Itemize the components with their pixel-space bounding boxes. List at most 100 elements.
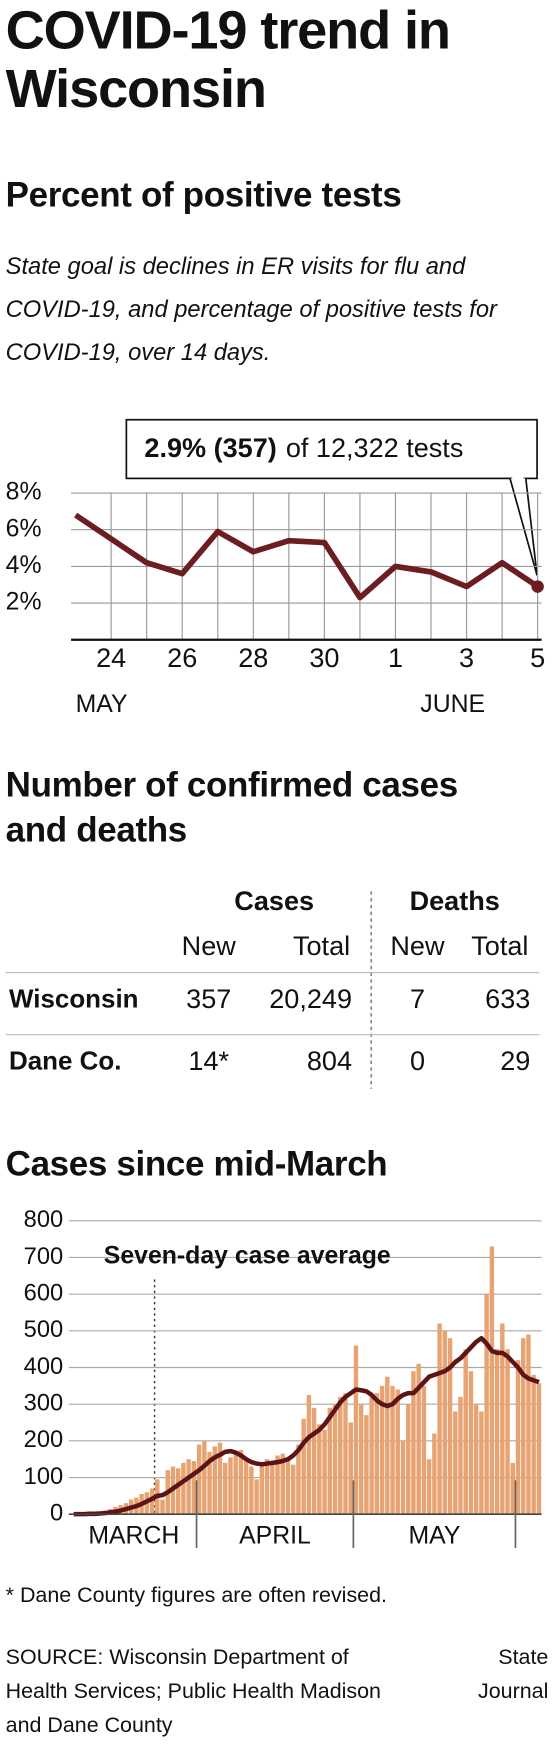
source: SOURCE: Wisconsin Department of Health S… — [5, 1646, 381, 1738]
bar — [385, 1376, 390, 1515]
month-label: APRIL — [239, 1522, 311, 1549]
bar — [432, 1433, 437, 1515]
cell: 20,249 — [269, 983, 352, 1014]
bar — [186, 1459, 191, 1515]
bar — [249, 1466, 254, 1515]
month-label: MARCH — [88, 1522, 179, 1549]
line — [74, 512, 540, 601]
bar — [364, 1415, 369, 1515]
bar — [332, 1404, 338, 1515]
bar — [411, 1371, 416, 1515]
bar — [405, 1404, 411, 1515]
x-tick-label: 5 — [530, 642, 545, 673]
cell: 29 — [500, 1045, 530, 1076]
bar — [521, 1338, 526, 1515]
bar — [311, 1407, 317, 1515]
bar — [233, 1453, 238, 1515]
x-tick-label: 30 — [309, 642, 339, 673]
y-tick-label: 400 — [24, 1354, 64, 1380]
annotation-text: of 12,322 tests — [286, 432, 464, 463]
bar — [505, 1349, 510, 1515]
bar — [259, 1464, 265, 1515]
bar — [426, 1459, 432, 1515]
bar — [338, 1396, 343, 1515]
column-header: Total — [293, 930, 350, 961]
column-header: New — [390, 930, 445, 961]
y-tick-label: 200 — [24, 1427, 64, 1453]
credit: State Journal — [478, 1646, 549, 1704]
bar — [238, 1450, 244, 1515]
bar — [510, 1462, 515, 1515]
bar — [473, 1404, 479, 1515]
bar — [243, 1459, 249, 1515]
bar — [494, 1349, 500, 1515]
y-tick-label: 2% — [6, 589, 42, 616]
x-tick-label: 28 — [238, 642, 268, 673]
bar — [400, 1440, 406, 1515]
bar — [390, 1385, 395, 1515]
row-label: Wisconsin — [9, 986, 138, 1014]
series-label: Seven-day case average — [104, 1242, 391, 1269]
bar — [447, 1338, 453, 1515]
bar — [317, 1424, 322, 1515]
bar — [353, 1345, 359, 1515]
y-tick-label: 6% — [6, 515, 42, 542]
annotation-bold: 2.9% (357) — [144, 432, 276, 463]
x-tick-label: 3 — [459, 642, 474, 673]
bar — [379, 1385, 385, 1515]
bar — [264, 1459, 270, 1515]
bar — [458, 1396, 463, 1515]
group-header: Cases — [234, 885, 314, 916]
y-tick-label: 600 — [24, 1280, 64, 1306]
y-tick-label: 100 — [24, 1464, 64, 1490]
bar — [202, 1440, 207, 1515]
bar — [536, 1383, 542, 1515]
bar — [301, 1418, 306, 1515]
cell: 804 — [307, 1045, 352, 1076]
bar — [228, 1457, 233, 1515]
bar — [191, 1461, 197, 1515]
month-label: MAY — [408, 1522, 460, 1549]
bar — [484, 1294, 489, 1515]
bar — [270, 1462, 275, 1515]
bar — [149, 1488, 155, 1515]
bar — [306, 1395, 312, 1515]
cell: 633 — [485, 983, 530, 1014]
bar — [296, 1444, 301, 1515]
subtitle: State goal is declines in ER visits for … — [5, 253, 497, 366]
column-header: Total — [471, 930, 528, 961]
y-tick-label: 0 — [50, 1500, 63, 1526]
bar — [468, 1371, 474, 1515]
bar — [421, 1385, 427, 1515]
x-tick-label: 1 — [388, 642, 403, 673]
bar — [207, 1451, 212, 1515]
bar — [500, 1323, 505, 1515]
chart-title: Percent of positive tests — [5, 174, 402, 215]
bar — [343, 1393, 348, 1515]
table-title: Number of confirmed cases and deaths — [5, 764, 459, 850]
bar — [223, 1462, 228, 1515]
bar — [437, 1323, 442, 1515]
bar — [348, 1422, 353, 1515]
bar — [442, 1330, 448, 1515]
bar — [290, 1464, 296, 1515]
footnote: * Dane County figures are often revised. — [5, 1584, 387, 1608]
bar — [196, 1444, 202, 1515]
bar — [175, 1468, 181, 1515]
cell: 0 — [410, 1045, 425, 1076]
bar — [212, 1446, 218, 1515]
end-point — [531, 580, 544, 593]
month-label: MAY — [76, 691, 128, 718]
bar — [531, 1374, 536, 1515]
bar — [515, 1360, 521, 1515]
y-tick-label: 8% — [6, 479, 42, 506]
column-header: New — [182, 930, 237, 961]
bar — [463, 1349, 468, 1515]
x-tick-label: 24 — [96, 642, 126, 673]
y-tick-label: 800 — [24, 1207, 64, 1233]
bar — [217, 1442, 223, 1515]
bar — [526, 1334, 531, 1515]
cell: 357 — [186, 983, 231, 1014]
